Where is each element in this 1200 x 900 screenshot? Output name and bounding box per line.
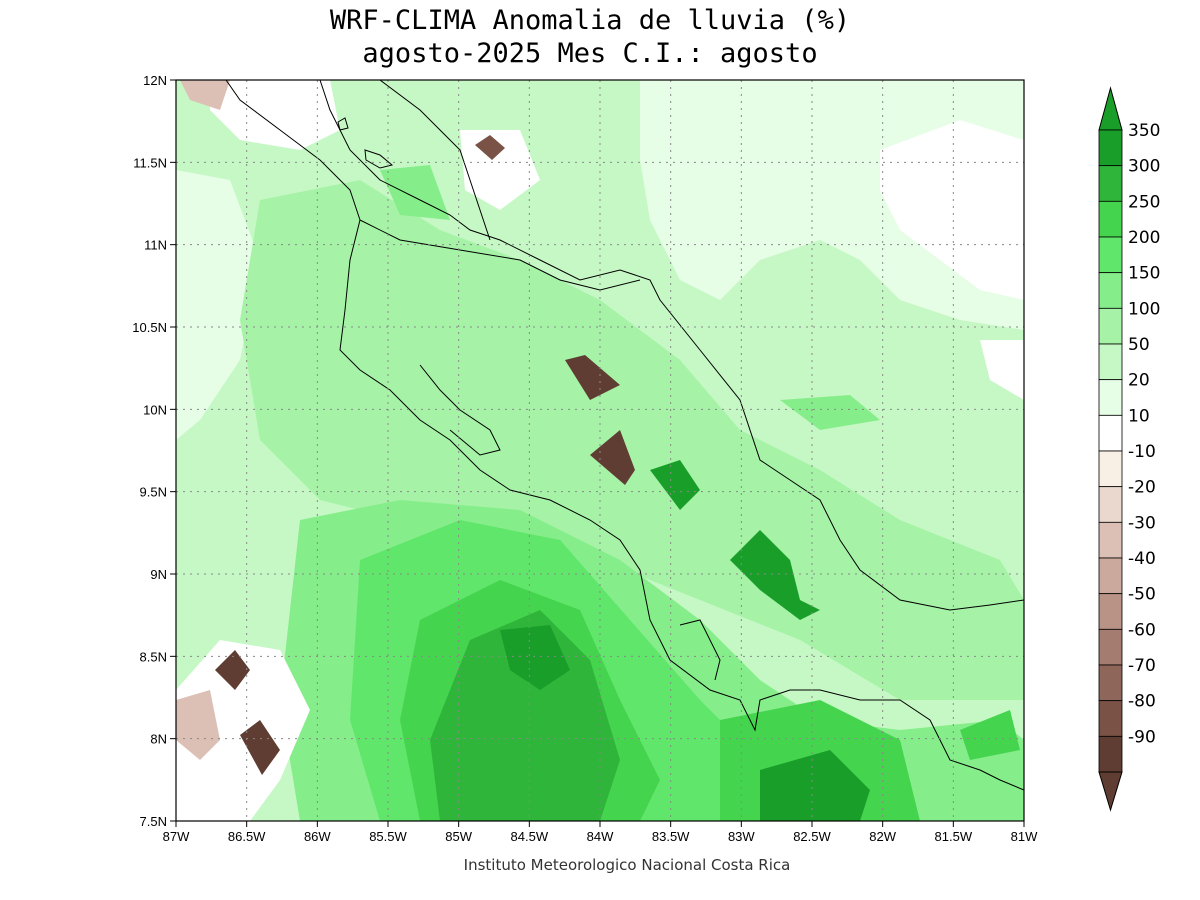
colorbar-swatch — [1098, 735, 1123, 773]
colorbar-label: -90 — [1128, 727, 1156, 747]
y-tick-label: 9.5N — [140, 485, 167, 500]
anomaly-shading — [176, 80, 1024, 821]
x-tick-label: 85.5W — [369, 829, 407, 844]
colorbar-label: -80 — [1128, 692, 1156, 712]
colorbar-swatch — [1098, 414, 1123, 452]
colorbar-label: -20 — [1128, 478, 1156, 498]
colorbar-swatch — [1098, 486, 1123, 523]
colorbar-label: 10 — [1128, 406, 1150, 426]
colorbar-swatch — [1098, 593, 1123, 630]
green-peak-southeast — [760, 750, 870, 821]
x-tick-label: 83.5W — [652, 829, 690, 844]
x-tick-label: 86.5W — [228, 829, 266, 844]
x-axis: 87W 86.5W 86W 85.5W 85W 84.5W 84W 83.5W 83W 82.5W… — [163, 821, 1038, 844]
colorbar-top-arrow — [1098, 86, 1123, 131]
x-tick-label: 84W — [587, 829, 614, 844]
colorbar-label: 20 — [1128, 371, 1150, 391]
x-tick-label: 83W — [728, 829, 755, 844]
colorbar-label: -10 — [1128, 442, 1156, 462]
green-core-south-3 — [430, 610, 620, 821]
colorbar-label: 300 — [1128, 157, 1160, 177]
green-peak-central — [650, 460, 700, 510]
colorbar-label: 350 — [1128, 121, 1160, 141]
y-tick-label: 7.5N — [140, 814, 167, 829]
colorbar-swatch — [1098, 236, 1123, 274]
osa-peninsula — [679, 619, 721, 681]
green-peak-central-east — [730, 530, 820, 620]
caribbean-coastline — [319, 80, 1024, 611]
colorbar-swatch — [1098, 521, 1123, 559]
white-area-northeast — [880, 120, 1024, 300]
colorbar-swatch — [1098, 307, 1123, 345]
colorbar-label: 250 — [1128, 192, 1160, 212]
credit-text: Instituto Meteorologico Nacional Costa R… — [464, 856, 791, 874]
x-tick-label: 87W — [163, 829, 190, 844]
colorbar-swatch — [1098, 165, 1123, 202]
x-tick-label: 85W — [445, 829, 472, 844]
y-tick-label: 9N — [150, 567, 167, 582]
pacific-coastline — [225, 80, 1024, 791]
brown-spot-southwest-2 — [240, 720, 280, 775]
colorbar-swatch — [1098, 628, 1123, 666]
colorbar-bottom-arrow — [1098, 771, 1123, 812]
colorbar-label: -30 — [1128, 513, 1156, 533]
y-tick-label: 8.5N — [140, 649, 167, 664]
map-title-line2: agosto-2025 Mes C.I.: agosto — [362, 38, 817, 69]
colorbar-swatch — [1098, 450, 1123, 488]
colorbar-label: -60 — [1128, 620, 1156, 640]
colorbar: 350 300 250 200 150 100 50 20 10 -10 -20 -30 -40 -50 -… — [1098, 86, 1160, 812]
colorbar-swatch — [1098, 700, 1123, 737]
y-tick-label: 8N — [150, 732, 167, 747]
colorbar-swatch — [1098, 379, 1123, 416]
colorbar-swatch — [1098, 664, 1123, 702]
colorbar-label: 150 — [1128, 264, 1160, 284]
x-tick-label: 86W — [304, 829, 331, 844]
white-area-north — [210, 80, 340, 150]
green-band-central — [240, 180, 1024, 700]
colorbar-swatch — [1098, 272, 1123, 309]
lake-nicaragua-shore — [379, 80, 491, 241]
light-area-west — [176, 170, 260, 440]
y-axis: 12N 11.5N 11N 10.5N 10N 9.5N 9N 8.5N 8N 7.5N — [132, 73, 176, 829]
colorbar-label: 50 — [1128, 335, 1150, 355]
nicoya-gulf-coast — [419, 364, 501, 456]
colorbar-label: -40 — [1128, 549, 1156, 569]
x-tick-label: 81.5W — [935, 829, 973, 844]
x-tick-label: 82W — [869, 829, 896, 844]
map-title-line1: WRF-CLIMA Anomalia de lluvia (%) — [330, 5, 850, 36]
island-small — [337, 117, 349, 131]
brown-spot-central-2 — [590, 430, 635, 485]
y-tick-label: 11N — [144, 238, 167, 253]
map-plot-area — [176, 80, 1024, 821]
brown-area-northwest — [180, 80, 230, 110]
grid-lines — [176, 80, 1024, 821]
brown-spot-central-1 — [565, 355, 620, 400]
y-tick-label: 12N — [143, 73, 167, 88]
colorbar-label: -70 — [1128, 656, 1156, 676]
colorbar-label: 200 — [1128, 228, 1160, 248]
brown-spot-southwest-1 — [215, 650, 250, 690]
white-area-east-coast — [980, 340, 1024, 400]
brown-area-southwest — [176, 690, 220, 760]
colorbar-label: 100 — [1128, 299, 1160, 319]
x-tick-label: 82.5W — [793, 829, 831, 844]
green-patch-east — [780, 395, 880, 430]
y-tick-label: 10N — [143, 402, 167, 417]
colorbar-swatch — [1098, 557, 1123, 595]
y-tick-label: 10.5N — [132, 320, 167, 335]
island-lake — [364, 149, 394, 169]
white-area-southwest — [176, 640, 310, 821]
colorbar-swatch — [1098, 129, 1123, 167]
colorbar-label: -50 — [1128, 585, 1156, 605]
brown-spot-gulf — [475, 135, 505, 160]
colorbar-swatch — [1098, 200, 1123, 238]
x-tick-label: 81W — [1011, 829, 1038, 844]
white-area-gulf — [460, 130, 540, 210]
x-tick-label: 84.5W — [511, 829, 549, 844]
y-tick-label: 11.5N — [133, 155, 167, 170]
colorbar-swatch — [1098, 343, 1123, 381]
green-peak-south — [500, 625, 570, 690]
green-patch-far-southeast — [960, 710, 1020, 760]
